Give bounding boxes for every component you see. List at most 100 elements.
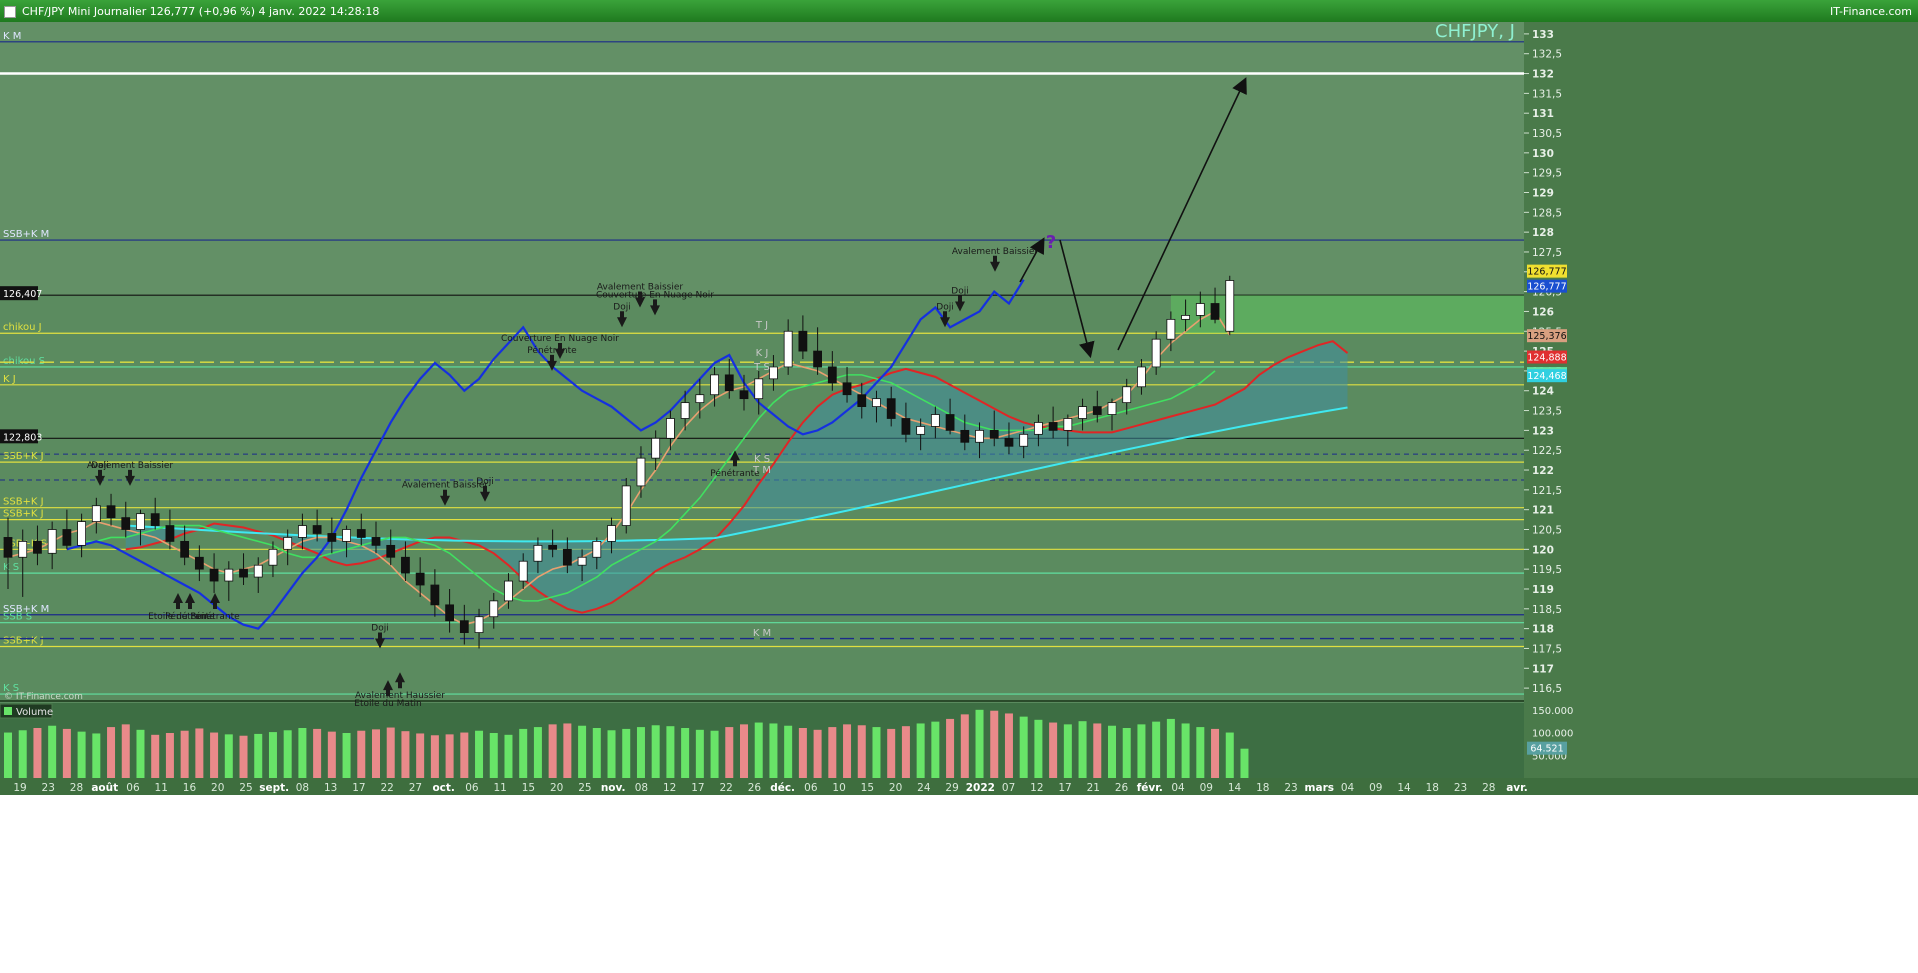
candle[interactable] — [548, 544, 558, 550]
volume-bar — [784, 725, 793, 778]
level-value-label: 126,407 — [3, 289, 42, 300]
candle[interactable] — [636, 457, 646, 487]
candle[interactable] — [62, 529, 72, 546]
candle[interactable] — [533, 544, 543, 562]
candle[interactable] — [592, 541, 602, 558]
candle[interactable] — [194, 556, 204, 570]
candle[interactable] — [47, 529, 57, 554]
candle[interactable] — [327, 533, 337, 542]
candle[interactable] — [401, 556, 410, 574]
pattern-label: Avalement Baissier — [87, 461, 174, 471]
candle[interactable] — [710, 374, 719, 396]
candle[interactable] — [283, 537, 293, 550]
candle[interactable] — [916, 426, 926, 435]
candle[interactable] — [342, 529, 351, 542]
candle[interactable] — [1004, 437, 1014, 447]
candle[interactable] — [577, 556, 587, 566]
candle[interactable] — [1063, 418, 1073, 431]
candle[interactable] — [312, 525, 322, 534]
candle[interactable] — [975, 429, 984, 443]
candle[interactable] — [1210, 303, 1220, 320]
arrow-down-icon — [125, 469, 135, 486]
candle[interactable] — [268, 548, 278, 566]
volume-legend-chip[interactable] — [0, 703, 53, 719]
candle[interactable] — [356, 529, 366, 538]
candle[interactable] — [886, 398, 896, 419]
candle[interactable] — [3, 537, 13, 558]
candle[interactable] — [621, 485, 631, 526]
candle[interactable] — [150, 513, 160, 526]
candle[interactable] — [518, 560, 528, 582]
candle[interactable] — [769, 366, 778, 380]
candle[interactable] — [504, 580, 513, 602]
candle[interactable] — [827, 366, 837, 384]
candle[interactable] — [253, 564, 263, 578]
window-title: CHF/JPY Mini Journalier 126,777 (+0,96 %… — [22, 5, 380, 18]
candle[interactable] — [754, 378, 764, 400]
volume-bar — [121, 724, 130, 778]
candle[interactable] — [680, 402, 690, 419]
candle[interactable] — [695, 394, 705, 404]
candle[interactable] — [798, 330, 808, 352]
candle[interactable] — [371, 537, 381, 546]
candle[interactable] — [562, 548, 572, 566]
candle[interactable] — [386, 544, 396, 558]
candle[interactable] — [33, 541, 42, 554]
candle[interactable] — [1122, 386, 1132, 404]
candle[interactable] — [459, 620, 469, 633]
x-tick-label: 17 — [352, 782, 365, 794]
candle[interactable] — [136, 513, 145, 530]
candle[interactable] — [1166, 318, 1176, 340]
candle[interactable] — [1137, 366, 1146, 388]
candle[interactable] — [901, 418, 911, 435]
candle[interactable] — [783, 330, 793, 368]
candle[interactable] — [430, 584, 440, 606]
candle[interactable] — [297, 525, 307, 538]
candle[interactable] — [1034, 422, 1043, 435]
candle[interactable] — [209, 568, 219, 582]
candle[interactable] — [180, 541, 190, 558]
candle[interactable] — [474, 616, 484, 633]
candle[interactable] — [445, 604, 455, 622]
candle[interactable] — [813, 350, 822, 368]
candle[interactable] — [106, 505, 116, 519]
candle[interactable] — [1151, 338, 1161, 368]
candle[interactable] — [607, 525, 616, 542]
candle[interactable] — [666, 418, 675, 439]
candle[interactable] — [489, 600, 499, 618]
candle[interactable] — [1225, 280, 1235, 332]
candle[interactable] — [224, 568, 234, 582]
candle[interactable] — [739, 390, 749, 400]
volume-bar — [901, 726, 910, 778]
candle[interactable] — [1078, 406, 1087, 419]
volume-bar — [519, 728, 528, 778]
candle[interactable] — [77, 521, 86, 546]
volume-bar — [1211, 728, 1220, 778]
x-tick-label: 17 — [1058, 782, 1071, 794]
candle[interactable] — [165, 525, 175, 542]
candle[interactable] — [724, 374, 734, 392]
candle[interactable] — [930, 414, 940, 427]
candle[interactable] — [1048, 422, 1058, 431]
candle[interactable] — [651, 437, 661, 459]
candle[interactable] — [960, 429, 970, 443]
candle[interactable] — [239, 568, 248, 578]
volume-bar — [990, 710, 999, 778]
candle[interactable] — [121, 517, 131, 530]
candle[interactable] — [1107, 402, 1117, 415]
candle[interactable] — [91, 505, 101, 522]
candle[interactable] — [857, 394, 867, 407]
candle[interactable] — [18, 541, 28, 558]
candle[interactable] — [1019, 433, 1029, 447]
candle[interactable] — [1181, 315, 1190, 320]
price-badge-label: 124,888 — [1527, 353, 1566, 364]
candle[interactable] — [945, 414, 955, 431]
candle[interactable] — [842, 382, 852, 396]
candle[interactable] — [1092, 406, 1102, 415]
level-value-box — [0, 429, 38, 444]
candle[interactable] — [872, 398, 881, 407]
candle[interactable] — [415, 572, 425, 586]
candle[interactable] — [989, 429, 999, 439]
candle[interactable] — [1195, 303, 1205, 316]
